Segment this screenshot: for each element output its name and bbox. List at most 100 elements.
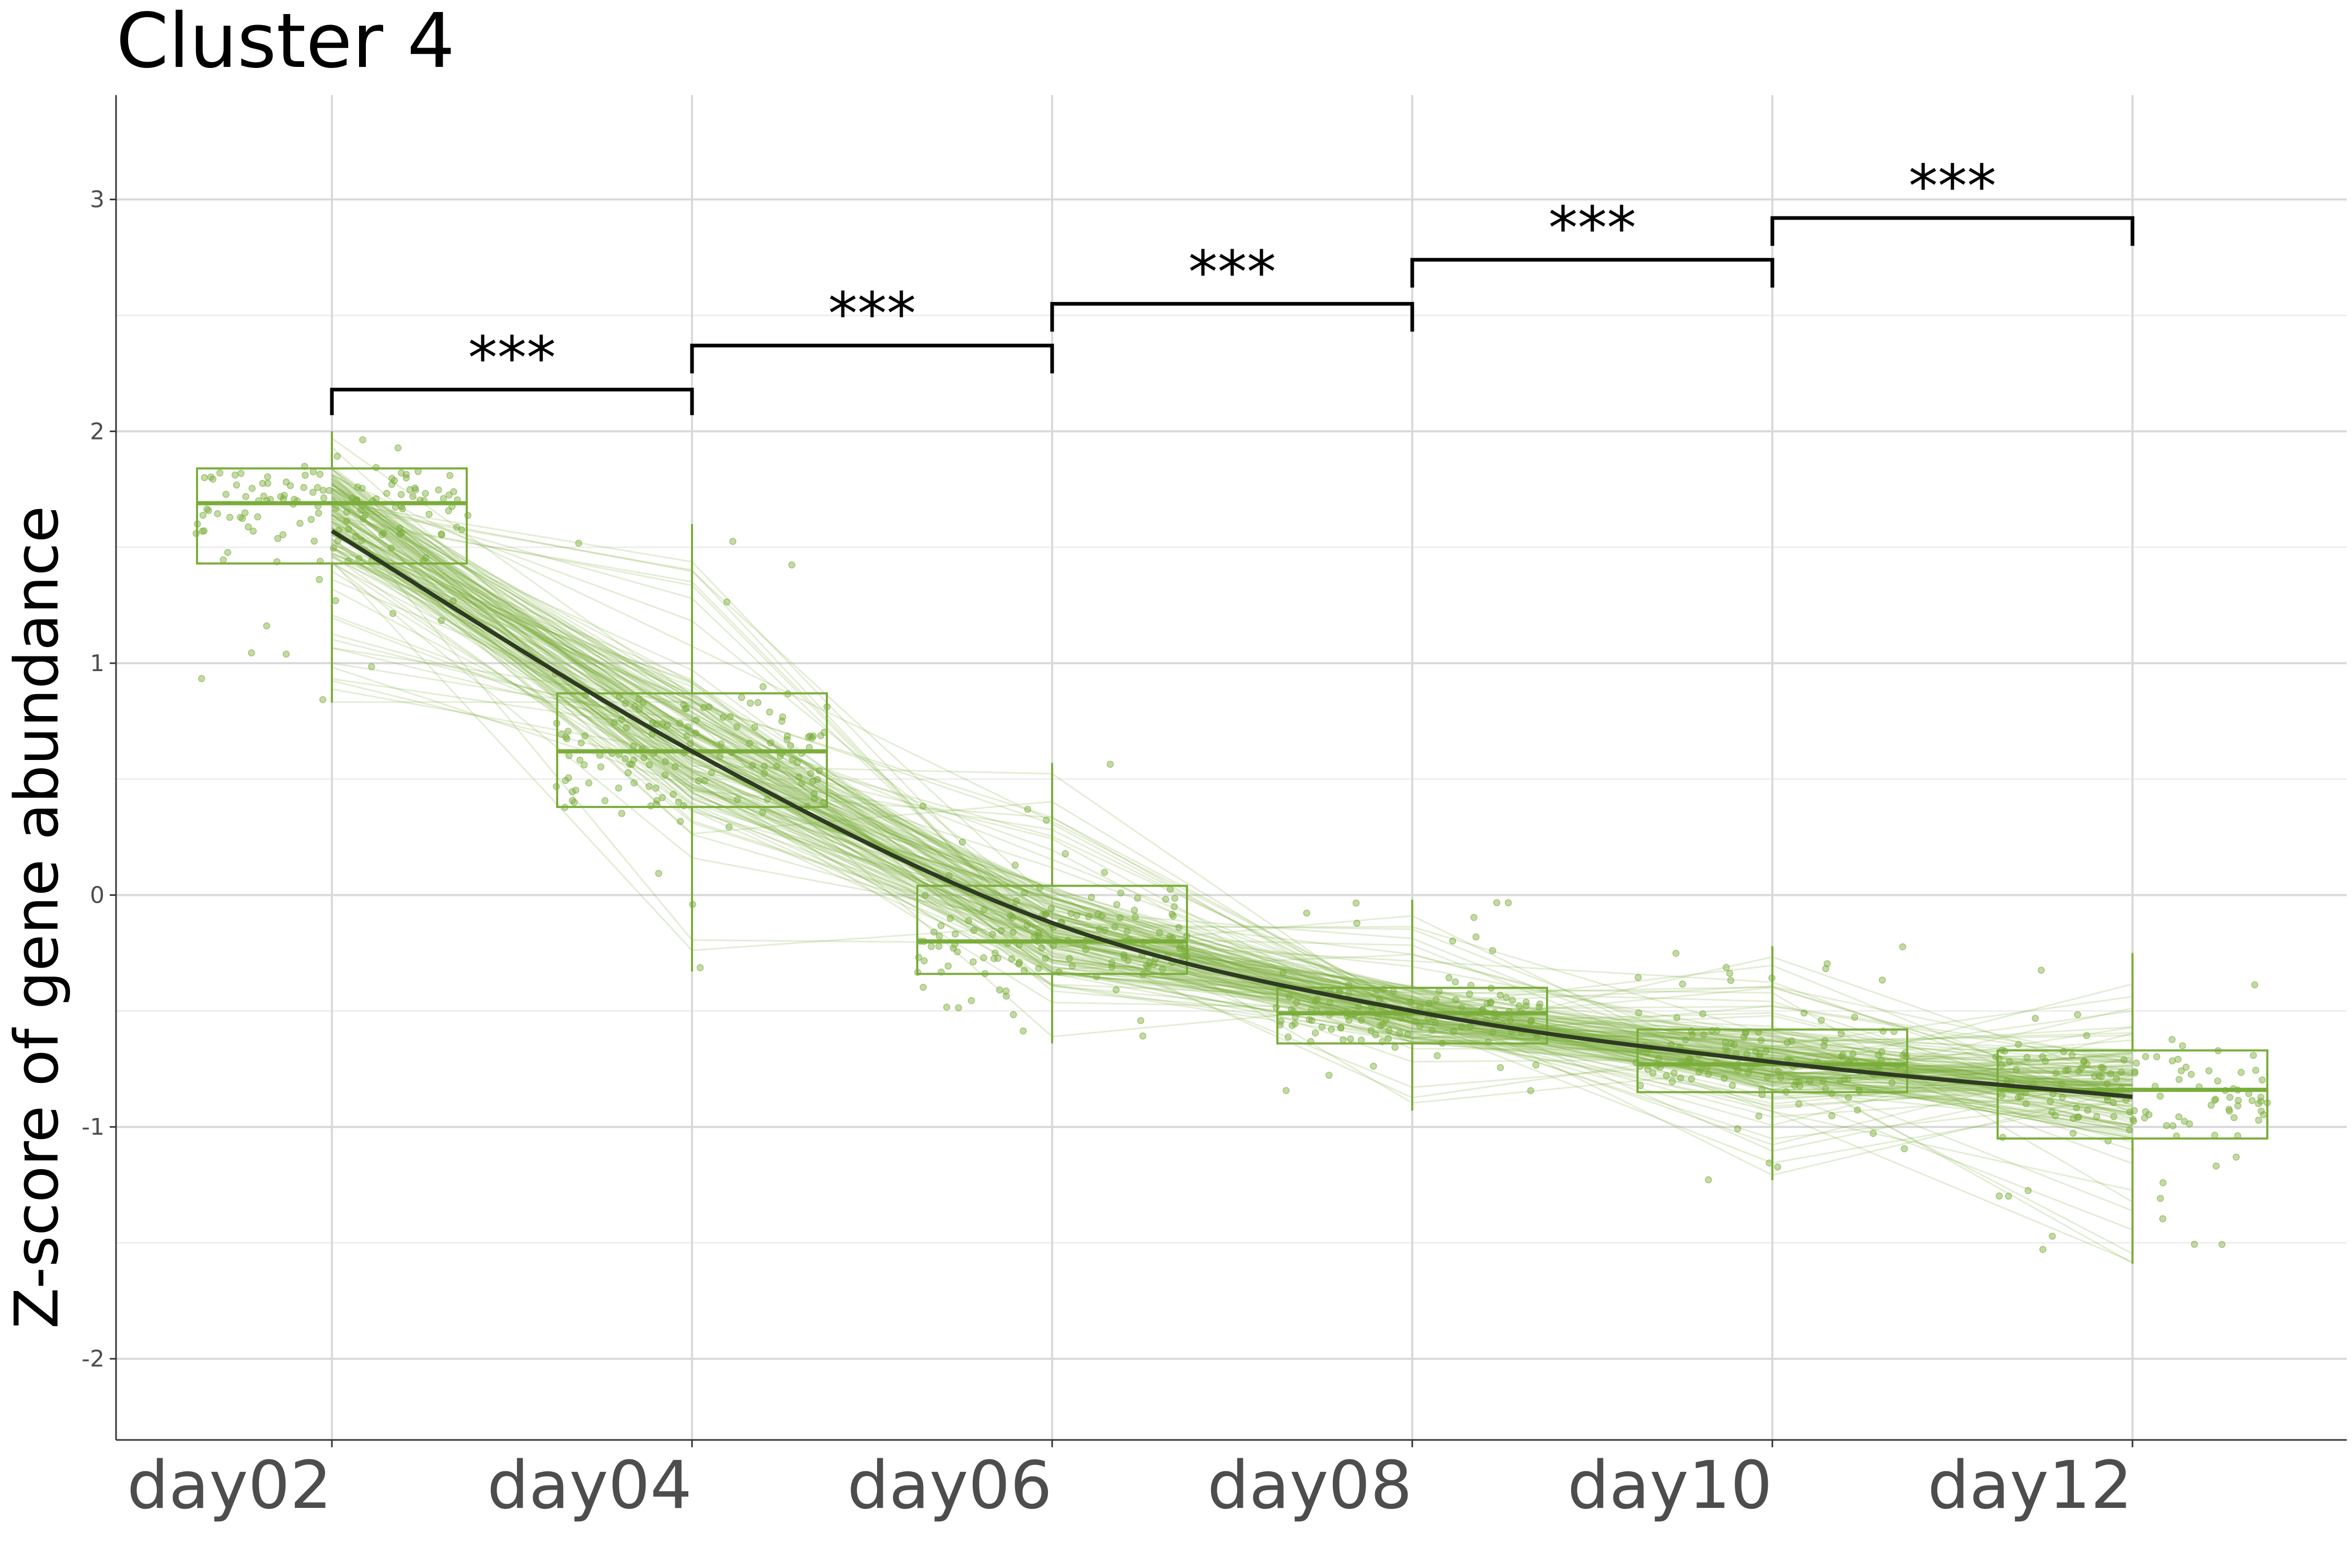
gene-profile-line bbox=[331, 496, 2133, 1100]
gene-point bbox=[1425, 999, 1433, 1007]
gene-point bbox=[449, 597, 457, 605]
axes bbox=[115, 95, 2347, 1441]
gene-point bbox=[635, 695, 643, 702]
gene-point bbox=[684, 723, 691, 731]
gene-point bbox=[1108, 959, 1116, 966]
gene-point bbox=[209, 475, 217, 483]
y-tick-label: -2 bbox=[82, 1346, 105, 1373]
gene-point bbox=[2212, 1096, 2219, 1103]
gene-point bbox=[2255, 1116, 2263, 1124]
gene-point bbox=[759, 809, 766, 816]
gene-point bbox=[425, 511, 433, 518]
gene-point bbox=[201, 474, 208, 481]
gene-profile-line bbox=[331, 534, 2133, 1087]
gene-point bbox=[575, 539, 582, 547]
gene-point bbox=[309, 468, 317, 476]
gene-point bbox=[2177, 1067, 2185, 1075]
gene-profile-line bbox=[331, 513, 2133, 1091]
gene-point bbox=[446, 471, 454, 479]
significance-label: *** bbox=[468, 324, 556, 392]
gene-point bbox=[2157, 1092, 2164, 1100]
gene-point bbox=[1508, 996, 1516, 1004]
gene-point bbox=[314, 483, 321, 491]
gene-point bbox=[1009, 928, 1017, 936]
gene-point bbox=[921, 892, 929, 899]
gene-point bbox=[398, 529, 406, 536]
gene-point bbox=[1082, 946, 1089, 953]
gene-point bbox=[947, 915, 954, 922]
gene-point bbox=[274, 535, 282, 542]
gene-point bbox=[332, 597, 339, 604]
gene-point bbox=[2091, 1073, 2099, 1080]
significance-brackets: *** *** *** *** *** bbox=[330, 153, 2135, 416]
gene-point bbox=[1382, 1017, 1390, 1024]
box-iqr bbox=[1276, 986, 1548, 1045]
gene-point bbox=[1763, 1074, 1771, 1081]
gene-point bbox=[205, 507, 212, 514]
gene-profile-line bbox=[331, 497, 2133, 1133]
gene-point bbox=[810, 790, 818, 797]
gene-point bbox=[1434, 1052, 1441, 1059]
gene-point bbox=[2207, 1101, 2215, 1109]
gene-profile-line bbox=[331, 475, 2133, 1086]
gene-point bbox=[1111, 923, 1119, 931]
gene-point bbox=[1644, 1065, 1652, 1073]
gene-point bbox=[817, 732, 825, 740]
gene-profile-line bbox=[331, 528, 2133, 1255]
gene-point bbox=[1284, 1033, 1292, 1041]
gene-point bbox=[1722, 1039, 1729, 1046]
gene-point bbox=[597, 763, 605, 770]
gene-profile-line bbox=[331, 484, 2133, 1113]
gene-point bbox=[2159, 1215, 2166, 1223]
gene-point bbox=[2052, 1069, 2060, 1077]
gene-point bbox=[2212, 1162, 2220, 1170]
gene-point bbox=[1774, 1068, 1782, 1075]
gene-profile-line bbox=[331, 513, 2133, 1094]
gene-point bbox=[1066, 955, 1073, 962]
gene-point bbox=[1340, 1036, 1347, 1043]
gene-point bbox=[2169, 1122, 2177, 1129]
gene-point bbox=[1428, 1027, 1436, 1034]
gene-point bbox=[214, 510, 221, 517]
gene-profile-line bbox=[331, 478, 2133, 1074]
gene-profile-line bbox=[331, 529, 2133, 1087]
bracket-day04-day06: *** bbox=[690, 280, 1054, 374]
gene-point bbox=[2258, 1076, 2266, 1083]
gene-profile-line bbox=[331, 484, 2133, 1087]
gene-profile-line bbox=[331, 500, 2133, 1099]
gene-point bbox=[2083, 1032, 2090, 1039]
gene-profile-line bbox=[331, 499, 2133, 1092]
gene-profile-line bbox=[331, 513, 2133, 1140]
gene-point bbox=[422, 554, 430, 561]
gene-point bbox=[789, 756, 796, 764]
gene-profile-line bbox=[331, 509, 2133, 1076]
gene-profile-line bbox=[331, 552, 2133, 1126]
box-iqr bbox=[196, 467, 468, 565]
gene-point bbox=[1734, 1125, 1742, 1133]
gene-point bbox=[773, 763, 780, 770]
gene-point bbox=[1432, 996, 1439, 1004]
gene-point bbox=[1038, 944, 1045, 952]
gene-point bbox=[1899, 1052, 1907, 1059]
gene-point bbox=[2097, 1073, 2105, 1080]
gene-point bbox=[1878, 976, 1886, 984]
gene-point bbox=[653, 797, 661, 804]
gene-point bbox=[380, 529, 387, 537]
gene-point bbox=[1791, 1081, 1798, 1089]
gene-point bbox=[692, 729, 700, 737]
gene-point bbox=[805, 733, 812, 741]
gene-point bbox=[1279, 969, 1287, 976]
gene-point bbox=[659, 794, 666, 801]
gene-point bbox=[1854, 1106, 1861, 1114]
gene-point bbox=[1679, 981, 1686, 988]
gene-point bbox=[388, 544, 395, 552]
gene-point bbox=[1171, 894, 1179, 902]
gene-profile-line bbox=[331, 488, 2133, 1064]
gene-point bbox=[1098, 912, 1106, 919]
gene-point bbox=[245, 523, 252, 531]
gene-profile-line bbox=[331, 474, 2133, 1083]
gene-point bbox=[263, 622, 270, 630]
gene-point bbox=[1899, 943, 1907, 951]
gene-point bbox=[1318, 1023, 1326, 1031]
gene-point bbox=[1663, 1072, 1670, 1079]
